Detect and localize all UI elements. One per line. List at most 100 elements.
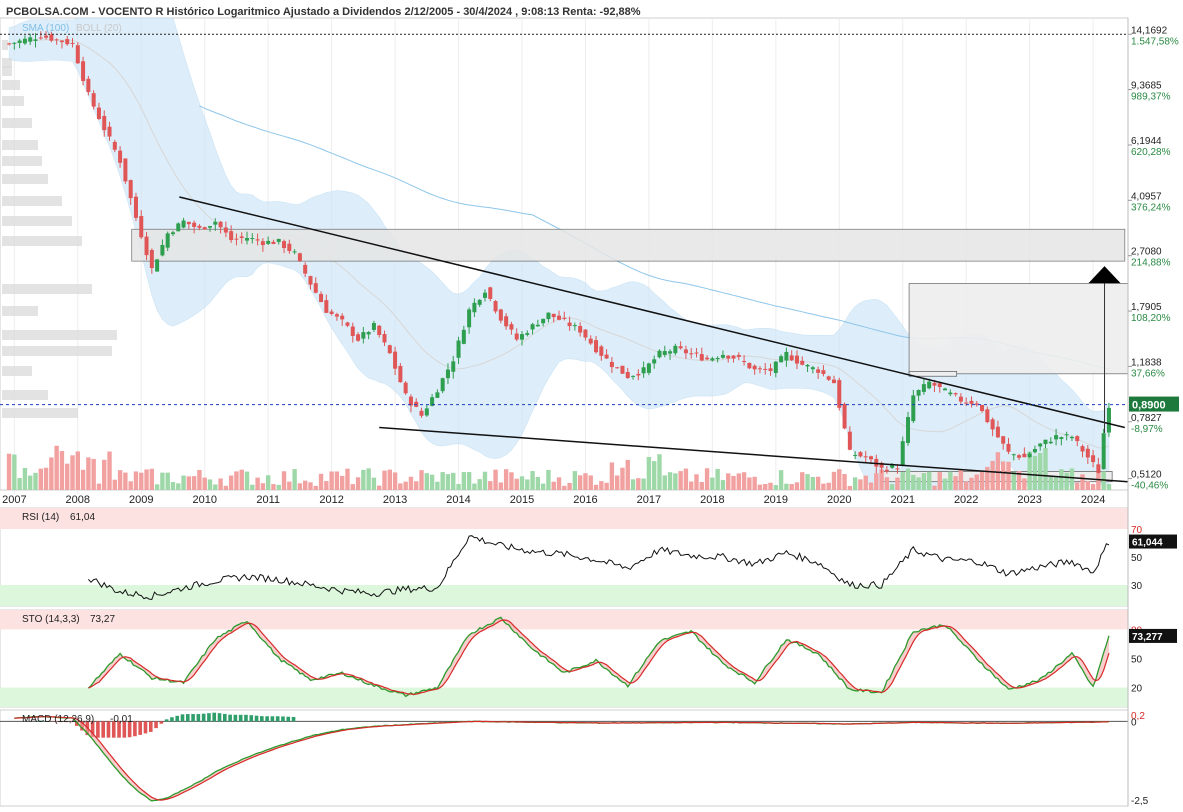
candle-body [112,141,117,150]
panel-frame [0,709,1129,807]
candle-body [1038,443,1043,447]
candle-body [557,315,562,320]
volume-bar [821,483,826,490]
macd-histogram-bar [101,721,105,738]
candle-body [361,332,366,339]
sto-current-badge [1129,628,1177,643]
candle-body [250,238,255,240]
volume-bar [170,482,176,490]
candle-body [398,365,403,383]
current-price-badge [1129,396,1179,412]
candle-body [266,240,271,244]
volume-profile-bar [2,330,117,340]
price-tick-label: 2,7080 [1131,247,1162,258]
candle-body [694,352,699,354]
candle-body [334,314,339,317]
macd-tick-label: 0 [1131,717,1137,728]
volume-bar [778,470,784,490]
volume-bar [392,472,398,490]
volume-bar [763,484,768,490]
volume-bar [826,482,831,490]
candle-body [853,454,858,456]
volume-bar [65,463,70,490]
candle-body [160,245,165,256]
volume-profile-bar [2,216,72,226]
candle-body [826,376,831,380]
candle-body [472,302,477,313]
candle-body [784,351,789,361]
volume-bar [197,469,202,490]
candle-body [22,38,27,44]
volume-bar [979,472,985,490]
volume-bar [641,478,646,490]
candle-body [509,324,514,330]
candle-body [197,225,202,228]
volume-bar [440,472,445,490]
candle-body [1106,407,1111,433]
volume-bar [165,472,170,490]
volume-bar [768,482,773,490]
candle-body [287,243,292,252]
volume-bar [831,471,837,490]
candle-body [1101,433,1106,470]
candle-body [805,364,810,367]
candle-body [948,392,953,395]
volume-profile-bar [2,196,62,206]
trendlines [0,33,1129,483]
candle-body [895,468,900,470]
volume-bar [630,479,636,490]
volume-bar [250,484,255,490]
volume-bar [646,456,652,490]
volume-bar [556,477,562,490]
volume-profile-bar [2,284,92,294]
indicator-panels: RSI (14) 61,04 STO (14,3,3) 73,27 MACD (12,2… [0,508,1128,802]
volume-bar [911,474,916,490]
volume-bar [17,478,22,490]
volume-bar [551,481,556,490]
macd-histogram-bar [175,715,180,722]
sto-label: STO (14,3,3) [22,614,80,625]
volume-bar [546,469,551,490]
candle-body [144,236,149,256]
rsi-tick-label: 30 [1131,581,1143,592]
candle-body [1054,435,1059,440]
breakout-zone [908,371,958,377]
rsi-tick-label: 50 [1131,553,1143,564]
volume-bar [54,445,59,490]
volume-bar [6,453,12,490]
candle-body [943,388,948,391]
volume-bar [889,484,895,490]
candle-body [705,357,710,360]
macd-histogram-bar [244,714,248,722]
candle-body [356,334,361,341]
rsi-tick-label: 70 [1131,525,1143,536]
candle-body [329,311,334,314]
volume-bar [154,484,160,490]
volume-bar [614,475,620,490]
price-tick-percent: 37,66% [1131,368,1165,379]
candle-body [445,369,450,379]
volume-bar [720,480,726,490]
volume-bar [583,473,588,490]
volume-bar [239,469,244,490]
price-tick-label: 0,7827 [1131,413,1162,424]
candle-body [842,403,847,429]
volume-profile-bar [2,174,48,184]
candle-body [588,338,593,344]
volume-bar [562,485,567,490]
volume-bar [371,477,377,490]
resistance-zone [131,228,1126,262]
macd-histogram-bar [254,715,259,722]
upper-trendline [179,196,1126,429]
volume-bar [340,475,345,490]
volume-bar [667,472,673,490]
candle-body [562,317,567,319]
macd-histogram-bar [122,721,127,738]
volume-bar [958,470,964,490]
volume-bar [879,469,884,490]
volume-bar [377,485,382,490]
time-tick-label: 2019 [764,494,788,506]
price-tick-label: 4,0957 [1131,191,1162,202]
price-tick-percent: 376,24% [1131,202,1171,213]
volume-bar [874,473,879,490]
